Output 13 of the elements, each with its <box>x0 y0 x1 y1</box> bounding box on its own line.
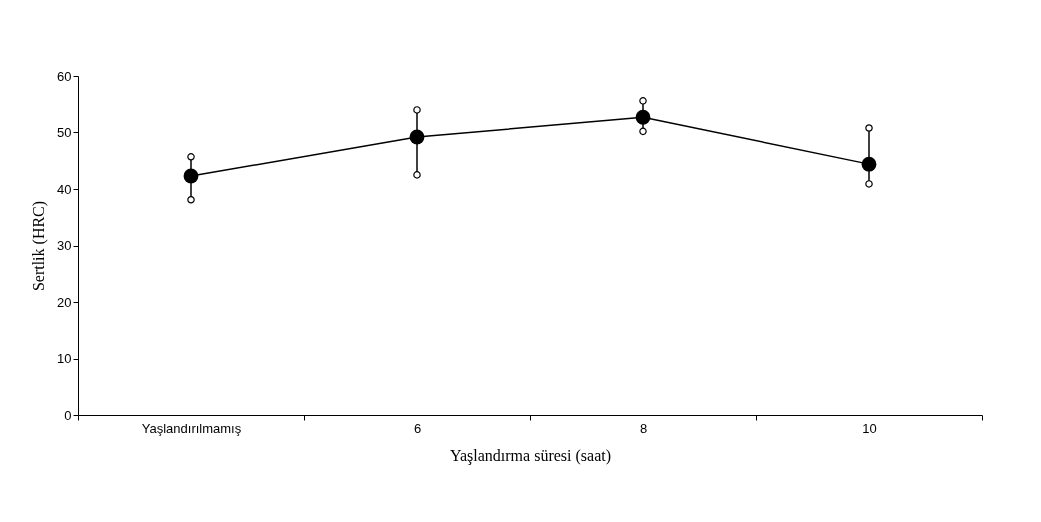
y-axis-title: Sertlik (HRC) <box>30 200 49 292</box>
y-tick-label: 30 <box>57 238 72 253</box>
y-tick-label: 60 <box>57 68 72 84</box>
y-tick-label: 40 <box>57 181 72 197</box>
x-tick-label: 8 <box>639 420 648 436</box>
x-tick-label: 6 <box>413 420 422 436</box>
y-tick-label: 0 <box>64 407 72 423</box>
x-axis-title: Yaşlandırma süresi (saat) <box>449 446 612 465</box>
y-tick-label: 10 <box>57 351 72 366</box>
x-tick-label: Yaşlandırılmamış <box>141 420 242 436</box>
x-tick-label: 10 <box>862 420 877 436</box>
y-tick-label: 50 <box>57 125 72 140</box>
y-tick-label: 20 <box>57 294 72 310</box>
